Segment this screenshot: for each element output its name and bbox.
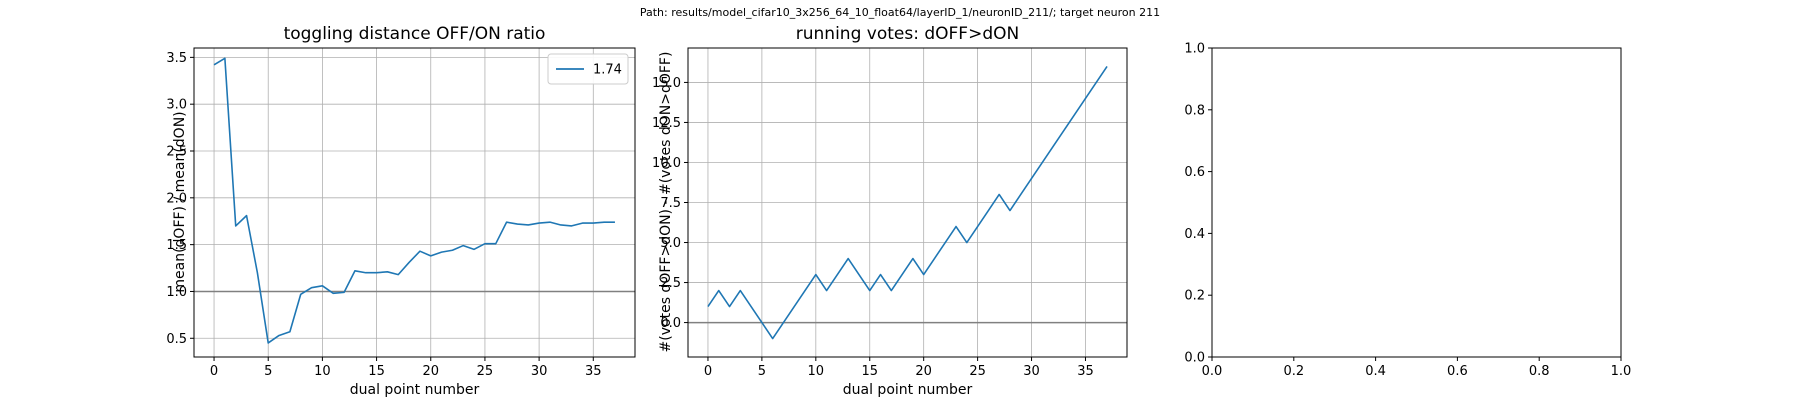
axes-frame xyxy=(1211,47,1622,358)
y-tick-label: 0.5 xyxy=(166,332,187,347)
panel-votes: running votes: dOFF>dON dual point numbe… xyxy=(652,24,1128,398)
y-tick-label: 1.0 xyxy=(166,285,187,300)
x-tick-label: 25 xyxy=(969,364,986,379)
y-tick-label: 1.5 xyxy=(166,238,187,253)
x-tick-label: 20 xyxy=(422,364,439,379)
y-tick-label: 0.6 xyxy=(1184,165,1205,180)
panel-ratio-plot: 0 5 10 15 20 25 30 35 0.5 1.0 1.5 2.0 2.5 3.0 3.5 1.74 xyxy=(166,47,636,379)
figure-suptitle: Path: results/model_cifar10_3x256_64_10_… xyxy=(640,6,1160,19)
y-tick-label: 3.5 xyxy=(166,51,187,66)
x-tick-label: 0 xyxy=(210,364,218,379)
panel-empty-plot: 0.0 0.2 0.4 0.6 0.8 1.0 0.0 0.2 0.4 0.6 0.8 1.0 xyxy=(1184,42,1631,380)
panel-votes-title: running votes: dOFF>dON xyxy=(796,24,1019,44)
legend: 1.74 xyxy=(547,53,629,85)
y-tick-label: 0.8 xyxy=(1184,103,1205,118)
x-tick-label: 0.8 xyxy=(1529,364,1550,379)
y-tick-label: 7.5 xyxy=(660,196,681,211)
x-tick-label: 0.0 xyxy=(1202,364,1223,379)
x-tick-label: 10 xyxy=(314,364,331,379)
x-tick-label: 35 xyxy=(585,364,602,379)
x-tick-label: 30 xyxy=(1023,364,1040,379)
y-tick-label: 10.0 xyxy=(652,156,681,171)
y-tick-label: 15.0 xyxy=(652,76,681,91)
x-tick-label: 30 xyxy=(531,364,548,379)
x-tick-label: 5 xyxy=(758,364,766,379)
x-tick-label: 15 xyxy=(861,364,878,379)
x-tick-label: 25 xyxy=(477,364,494,379)
legend-box xyxy=(547,53,629,85)
y-tick-label: 1.0 xyxy=(1184,42,1205,57)
panel-empty: 0.0 0.2 0.4 0.6 0.8 1.0 0.0 0.2 0.4 0.6 0.8 1.0 xyxy=(1184,42,1631,380)
x-tick-label: 5 xyxy=(264,364,272,379)
ratio-series-line xyxy=(213,57,615,344)
axes-frame xyxy=(193,47,636,358)
x-tick-label: 0 xyxy=(704,364,712,379)
x-tick-label: 0.2 xyxy=(1283,364,1304,379)
y-tick-label: 0.0 xyxy=(1184,351,1205,366)
votes-series-line xyxy=(707,65,1108,340)
x-tick-label: 15 xyxy=(368,364,385,379)
y-tick-label: 3.0 xyxy=(166,98,187,113)
panel-ratio-xlabel: dual point number xyxy=(350,382,480,398)
x-tick-label: 20 xyxy=(915,364,932,379)
y-tick-label: 0.0 xyxy=(660,316,681,331)
panel-votes-xlabel: dual point number xyxy=(843,382,973,398)
y-tick-label: 2.5 xyxy=(166,145,187,160)
panel-ratio: toggling distance OFF/ON ratio dual poin… xyxy=(166,24,636,398)
x-tick-label: 35 xyxy=(1077,364,1094,379)
y-tick-label: 0.4 xyxy=(1184,227,1205,242)
legend-label: 1.74 xyxy=(593,63,622,78)
x-tick-label: 1.0 xyxy=(1611,364,1632,379)
panel-ratio-title: toggling distance OFF/ON ratio xyxy=(284,24,546,44)
panel-votes-ylabel: #(votes dOFF>dON) - #(votes dON>dOFF) xyxy=(658,52,674,353)
y-tick-label: 5.0 xyxy=(660,236,681,251)
panel-ratio-ylabel: mean(dOFF) / mean(dON) xyxy=(172,111,188,292)
y-tick-label: 2.0 xyxy=(166,191,187,206)
x-tick-label: 10 xyxy=(808,364,825,379)
panel-votes-plot: 0 5 10 15 20 25 30 35 0.0 2.5 5.0 7.5 10.0 12.5 15.0 xyxy=(652,47,1128,379)
y-tick-label: 12.5 xyxy=(652,116,681,131)
y-tick-label: 2.5 xyxy=(660,276,681,291)
y-tick-label: 0.2 xyxy=(1184,289,1205,304)
x-tick-label: 0.4 xyxy=(1365,364,1386,379)
x-tick-label: 0.6 xyxy=(1447,364,1468,379)
